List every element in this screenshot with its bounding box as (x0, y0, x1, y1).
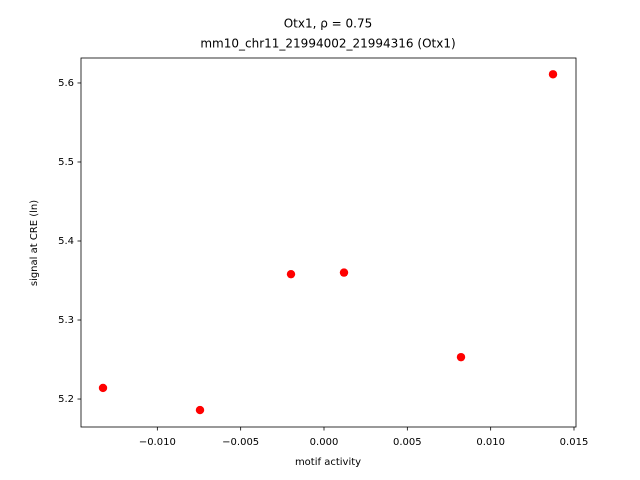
chart-subtitle: mm10_chr11_21994002_21994316 (Otx1) (200, 37, 455, 51)
point (548, 70, 558, 79)
point (195, 405, 205, 415)
plot-frame (80, 57, 577, 428)
y-tick-label: 5.4 (58, 236, 74, 247)
x-axis-label: motif activity (295, 457, 361, 468)
point (286, 269, 296, 279)
y-tick-label: 5.2 (58, 394, 74, 405)
point (339, 268, 349, 277)
y-tick-label: 5.5 (58, 157, 74, 168)
x-tick-label: 0.005 (393, 437, 422, 448)
y-tick-label: 5.6 (58, 78, 74, 89)
y-tick-label: 5.3 (58, 315, 74, 326)
x-tick-label: 0.010 (476, 437, 505, 448)
x-tick-label: 0.000 (310, 437, 339, 448)
chart-title: Otx1, ρ = 0.75 (284, 17, 373, 31)
point (456, 352, 466, 362)
y-axis-label: signal at CRE (ln) (29, 200, 40, 286)
x-tick-label: −0.005 (222, 437, 259, 448)
x-tick-label: 0.015 (560, 437, 589, 448)
x-tick-label: −0.010 (139, 437, 176, 448)
point (98, 383, 108, 393)
